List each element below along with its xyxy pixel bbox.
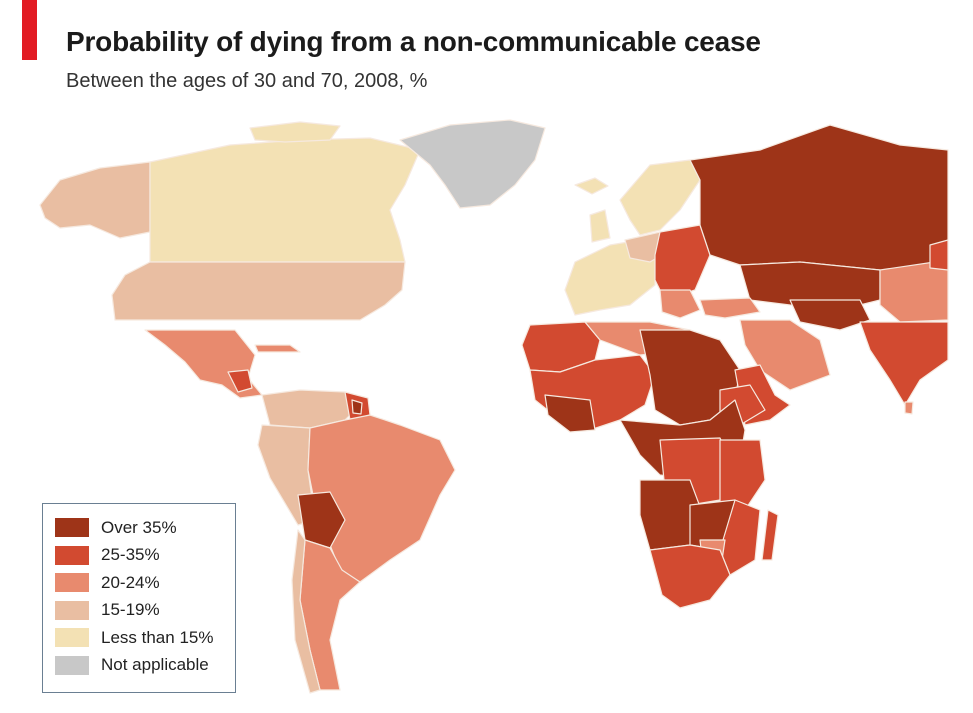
region-india [859, 321, 949, 406]
region-chile [291, 529, 321, 694]
region-middle-east [739, 319, 831, 391]
region-sri-lanka [904, 401, 914, 415]
legend-swatch [55, 628, 89, 648]
region-turkey [699, 297, 761, 319]
region-iran-afghanistan [789, 299, 871, 331]
legend-item-15-19: 15-19% [55, 597, 223, 625]
region-east-africa [719, 439, 766, 511]
region-madagascar [761, 509, 779, 561]
region-west-africa-coast [544, 394, 596, 433]
map-subtitle: Between the ages of 30 and 70, 2008, % [66, 70, 428, 92]
legend: Over 35% 25-35% 20-24% 15-19% Less than … [42, 503, 236, 693]
legend-label: 25-35% [101, 545, 160, 565]
legend-swatch [55, 655, 89, 675]
region-cuba [254, 344, 301, 353]
region-canada [149, 137, 421, 263]
legend-item-not-applicable: Not applicable [55, 652, 223, 680]
region-alaska [39, 161, 151, 239]
region-china-east [929, 239, 949, 271]
region-canada-arctic [249, 121, 341, 143]
region-iceland [574, 177, 609, 195]
region-southern-africa [649, 544, 731, 609]
legend-swatch [55, 600, 89, 620]
region-balkans [659, 289, 701, 319]
legend-swatch [55, 573, 89, 593]
legend-swatch [55, 518, 89, 538]
region-greenland [399, 119, 546, 209]
legend-label: Not applicable [101, 655, 209, 675]
legend-item-less-than-15: Less than 15% [55, 624, 223, 652]
legend-label: 20-24% [101, 572, 160, 592]
region-usa [111, 261, 406, 321]
region-scandinavia [619, 159, 701, 236]
region-bolivia [297, 491, 346, 549]
region-nicaragua [227, 369, 253, 393]
legend-item-over-35: Over 35% [55, 514, 223, 542]
world-map [39, 119, 949, 694]
legend-swatch [55, 545, 89, 565]
region-eastern-europe [654, 224, 711, 301]
legend-label: 15-19% [101, 600, 160, 620]
legend-item-20-24: 20-24% [55, 569, 223, 597]
legend-label: Less than 15% [101, 627, 214, 647]
map-title: Probability of dying from a non-communic… [66, 26, 761, 57]
legend-item-25-35: 25-35% [55, 542, 223, 570]
legend-label: Over 35% [101, 517, 177, 537]
region-guiana-2 [351, 399, 363, 415]
accent-bar [22, 0, 37, 60]
region-uk [589, 209, 611, 243]
